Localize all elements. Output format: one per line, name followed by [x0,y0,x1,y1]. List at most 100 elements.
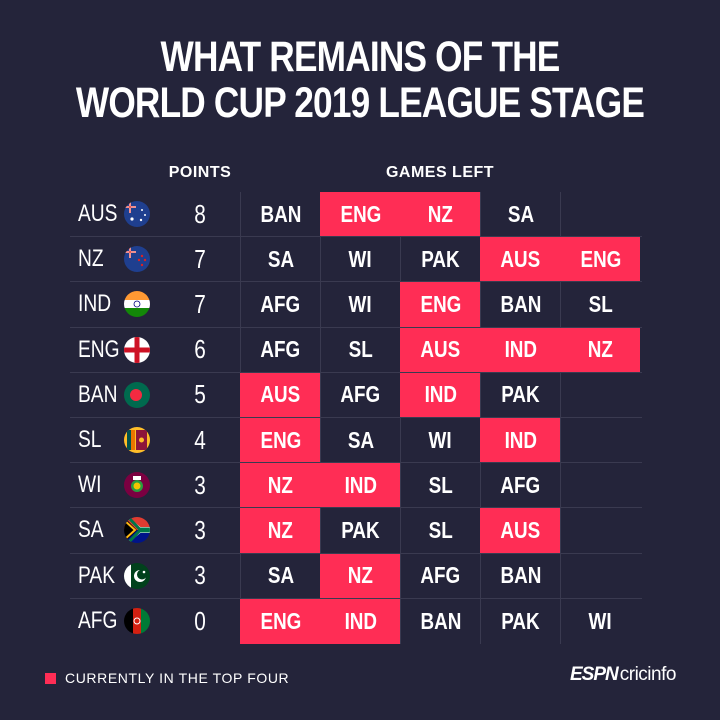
game-cell: AFG [480,463,560,508]
game-cell: AFG [320,372,400,417]
team-name: PAK [78,561,115,589]
opponent-label: SA [347,426,374,453]
opponent-label: IND [344,471,377,498]
opponent-label: AFG [340,381,381,408]
game-cell: AUS [400,327,480,372]
opponent-label: PAK [421,245,460,272]
game-cell: SA [320,417,400,463]
team-name: SA [78,516,104,544]
game-cell: AFG [400,553,480,598]
brand-espn: ESPN [570,664,619,685]
team-name: IND [78,290,112,318]
opponent-label: ENG [420,290,461,317]
game-cell: SA [240,553,320,598]
game-cell: SL [560,282,640,327]
opponent-label: AFG [260,290,301,317]
opponent-label: WI [348,290,373,317]
team-name: WI [78,471,102,499]
game-cell: BAN [240,192,320,237]
empty-cell [560,192,640,237]
table-row: ENG 6 AFG SL AUS IND NZ [70,327,642,373]
opponent-label: AFG [500,471,541,498]
opponent-label: SL [588,290,613,317]
legend-swatch [45,672,56,684]
opponent-label: WI [348,245,373,272]
table-row: NZ 7 SA WI PAK AUS ENG [70,237,642,283]
table-row: IND 7 AFG WI ENG BAN SL [70,282,642,328]
empty-cell [560,553,640,598]
opponent-label: IND [504,336,537,363]
game-cell: AUS [240,372,320,417]
table-row: BAN 5 AUS AFG IND PAK [70,372,642,418]
table-row: WI 3 NZ IND SL AFG [70,463,642,509]
game-cell: WI [320,237,400,282]
opponent-label: NZ [347,562,374,589]
game-cell: AFG [240,282,320,327]
legend-label: CURRENTLY IN THE TOP FOUR [65,670,290,686]
game-cell: PAK [480,598,560,644]
opponent-label: SA [507,200,534,227]
points-header: POINTS [168,164,232,181]
title-line-2: WORLD CUP 2019 LEAGUE STAGE [75,79,645,127]
opponent-label: BAN [260,200,301,227]
table-row: SA 3 NZ PAK SL AUS [70,508,642,554]
game-cell: SA [480,192,560,237]
opponent-label: SL [428,471,453,498]
team-points: 7 [194,243,206,274]
opponent-label: AUS [500,516,541,543]
opponent-label: WI [588,607,613,634]
brand-logo: ESPN cricinfo [570,664,676,686]
empty-cell [560,417,640,463]
team-points: 8 [194,198,206,229]
opponent-label: ENG [260,607,301,634]
game-cell: SL [400,463,480,508]
south-africa-flag-icon [124,517,150,544]
game-cell: NZ [400,192,480,237]
australia-flag-icon [124,201,150,228]
game-cell: AUS [480,237,560,282]
opponent-label: IND [504,426,537,453]
team-points: 0 [194,605,206,636]
opponent-label: SA [267,245,294,272]
game-cell: ENG [400,282,480,327]
team-points: 3 [194,560,206,591]
afghanistan-flag-icon [124,608,150,635]
team-name: NZ [78,245,104,273]
empty-cell [560,508,640,553]
games-left-header: GAMES LEFT [385,164,495,181]
game-cell: ENG [240,598,320,644]
team-name: AFG [78,607,118,635]
game-cell: PAK [320,508,400,553]
team-name: ENG [78,335,120,363]
game-cell: ENG [560,237,640,282]
opponent-label: AFG [420,562,461,589]
opponent-label: NZ [267,471,294,498]
table-row: SL 4 ENG SA WI IND [70,417,642,464]
opponent-label: AUS [420,336,461,363]
team-points: 4 [194,424,206,455]
standings-table: AUS 8 BAN ENG NZ SA NZ 7 SA WI PAK AUS ENG IND 7 AFG WI E… [70,192,642,644]
opponent-label: ENG [340,200,381,227]
game-cell: WI [400,417,480,463]
opponent-label: SL [348,336,373,363]
game-cell: BAN [480,282,560,327]
opponent-label: WI [428,426,453,453]
legend: CURRENTLY IN THE TOP FOUR [45,670,289,686]
team-points: 7 [194,288,206,319]
title-line-1: WHAT REMAINS OF THE [160,33,560,81]
team-name: BAN [78,380,118,408]
opponent-label: NZ [427,200,454,227]
opponent-label: NZ [267,516,294,543]
bangladesh-flag-icon [124,381,150,408]
team-points: 3 [194,469,206,500]
brand-cricinfo: cricinfo [619,664,677,685]
opponent-label: AFG [260,336,301,363]
game-cell: IND [480,417,560,463]
table-row: PAK 3 SA NZ AFG BAN [70,553,642,599]
empty-cell [560,372,640,417]
game-cell: ENG [320,192,400,237]
new-zealand-flag-icon [124,246,150,273]
opponent-label: BAN [500,562,541,589]
game-cell: NZ [240,463,320,508]
pakistan-flag-icon [124,562,150,589]
